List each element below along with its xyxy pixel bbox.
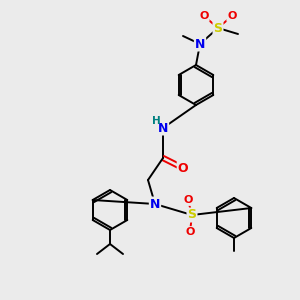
Text: N: N	[195, 38, 205, 50]
Text: O: O	[199, 11, 209, 21]
Text: S: S	[188, 208, 196, 221]
Text: H: H	[152, 116, 161, 126]
Text: N: N	[150, 197, 160, 211]
Text: O: O	[185, 227, 195, 237]
Text: S: S	[214, 22, 223, 34]
Text: O: O	[183, 195, 193, 205]
Text: N: N	[158, 122, 168, 134]
Text: O: O	[178, 161, 188, 175]
Text: O: O	[227, 11, 237, 21]
